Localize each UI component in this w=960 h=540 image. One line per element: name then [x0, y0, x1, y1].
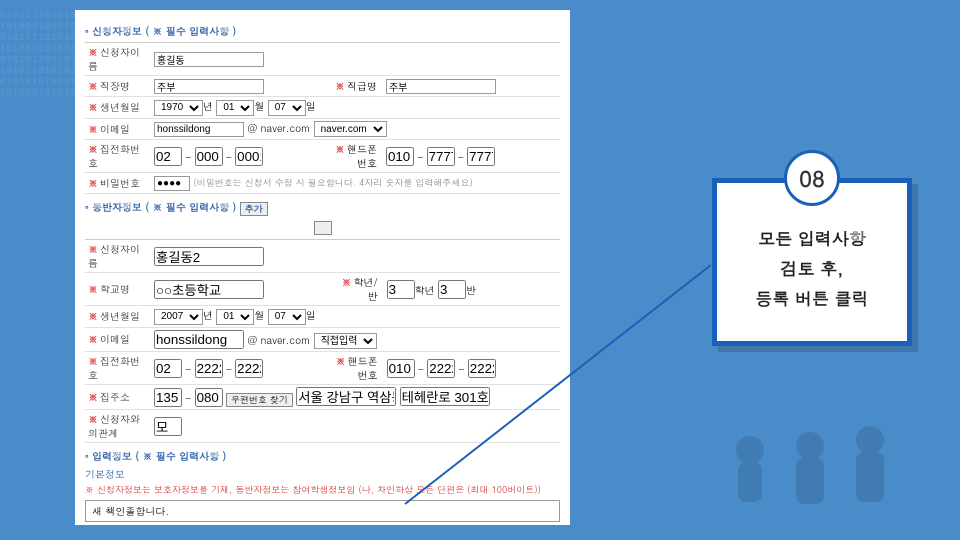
info-box-1[interactable]: 새 책인졸합니다. [85, 500, 560, 522]
callout-line1: 모든 입력사항 [729, 223, 895, 253]
callout-line3: 등록 버튼 클릭 [729, 283, 895, 313]
basic-head: 기본정보 [85, 467, 560, 481]
phone-b[interactable] [195, 147, 223, 166]
basic-note: ※ 신청자정보는 보호자정보를 기재, 동반자정보는 참여학생정보임 (나, 차… [85, 483, 560, 496]
class-input[interactable] [438, 280, 466, 299]
label-workplace: 직장명 [100, 79, 130, 93]
grade-input[interactable] [387, 280, 415, 299]
background-illustration [710, 410, 910, 530]
label-hp: 핸드폰번호 [347, 142, 377, 170]
relation-input[interactable] [154, 417, 182, 436]
password-note: (비밀번호는 신청서 수정 시 필요합니다. 4자리 숫자를 입력해주세요) [193, 176, 472, 189]
zip1[interactable] [154, 388, 182, 407]
comp-ph-b[interactable] [195, 359, 223, 378]
label-jobtitle: 직급명 [347, 79, 377, 93]
comp-hp-b[interactable] [427, 359, 455, 378]
find-zip-button[interactable]: 우편번호 찾기 [226, 393, 293, 407]
comp-year[interactable]: 2007 [154, 309, 203, 325]
phone-c[interactable] [235, 147, 263, 166]
section1-title: ◦ 신청자정보 ( ※ 필수 입력사항 ) [85, 24, 560, 38]
addr2[interactable] [400, 387, 490, 406]
comp-ph-c[interactable] [235, 359, 263, 378]
label-email: 이메일 [100, 122, 130, 136]
hp-a[interactable] [386, 147, 414, 166]
step-callout: 08 모든 입력사항 검토 후, 등록 버튼 클릭 [712, 150, 912, 346]
birth-day-select[interactable]: 07 [268, 100, 306, 116]
comp-ph-a[interactable] [154, 359, 182, 378]
applicant-name-input[interactable] [154, 52, 264, 67]
birth-month-select[interactable]: 01 [216, 100, 254, 116]
phone-a[interactable] [154, 147, 182, 166]
add-companion-button[interactable]: 추가 [240, 202, 268, 216]
hp-c[interactable] [467, 147, 495, 166]
comp-month[interactable]: 01 [216, 309, 254, 325]
zip2[interactable] [195, 388, 223, 407]
callout-line2: 검토 후, [729, 253, 895, 283]
applicant-table: ※신청자이름 ※직장명 ※직급명 ※생년월일 1970년 01월 07일 ※이메… [85, 42, 560, 194]
step-number: 08 [799, 163, 825, 194]
hp-b[interactable] [427, 147, 455, 166]
comp-name-input[interactable] [154, 247, 264, 266]
collapse-icon[interactable] [314, 221, 332, 235]
comp-email-id[interactable] [154, 330, 244, 349]
form-panel: ◦ 신청자정보 ( ※ 필수 입력사항 ) ※신청자이름 ※직장명 ※직급명 ※… [75, 10, 570, 525]
label-birth: 생년월일 [100, 100, 140, 114]
companion-table: ※신청자이름 ※학교명 ※학년/반 학년 반 ※생년월일 2007년 01월 0… [85, 239, 560, 443]
section2-title: ◦ 동반자정보 ( ※ 필수 입력사항 ) 추가 [85, 200, 560, 216]
comp-email-domain[interactable]: 직접입력 [314, 333, 377, 349]
step-circle: 08 [784, 150, 840, 206]
label-pw: 비밀번호 [100, 176, 140, 190]
comp-day[interactable]: 07 [268, 309, 306, 325]
workplace-input[interactable] [154, 79, 264, 94]
comp-hp-a[interactable] [387, 359, 415, 378]
jobtitle-input[interactable] [386, 79, 496, 94]
comp-hp-c[interactable] [468, 359, 496, 378]
section3-title: ◦ 입력정보 ( ※ 필수 입력사항 ) [85, 449, 560, 463]
password-input[interactable] [154, 176, 190, 191]
email-id-input[interactable] [154, 122, 244, 137]
email-domain-select[interactable]: naver.com [314, 121, 387, 137]
birth-year-select[interactable]: 1970 [154, 100, 203, 116]
addr1[interactable] [296, 387, 396, 406]
school-input[interactable] [154, 280, 264, 299]
